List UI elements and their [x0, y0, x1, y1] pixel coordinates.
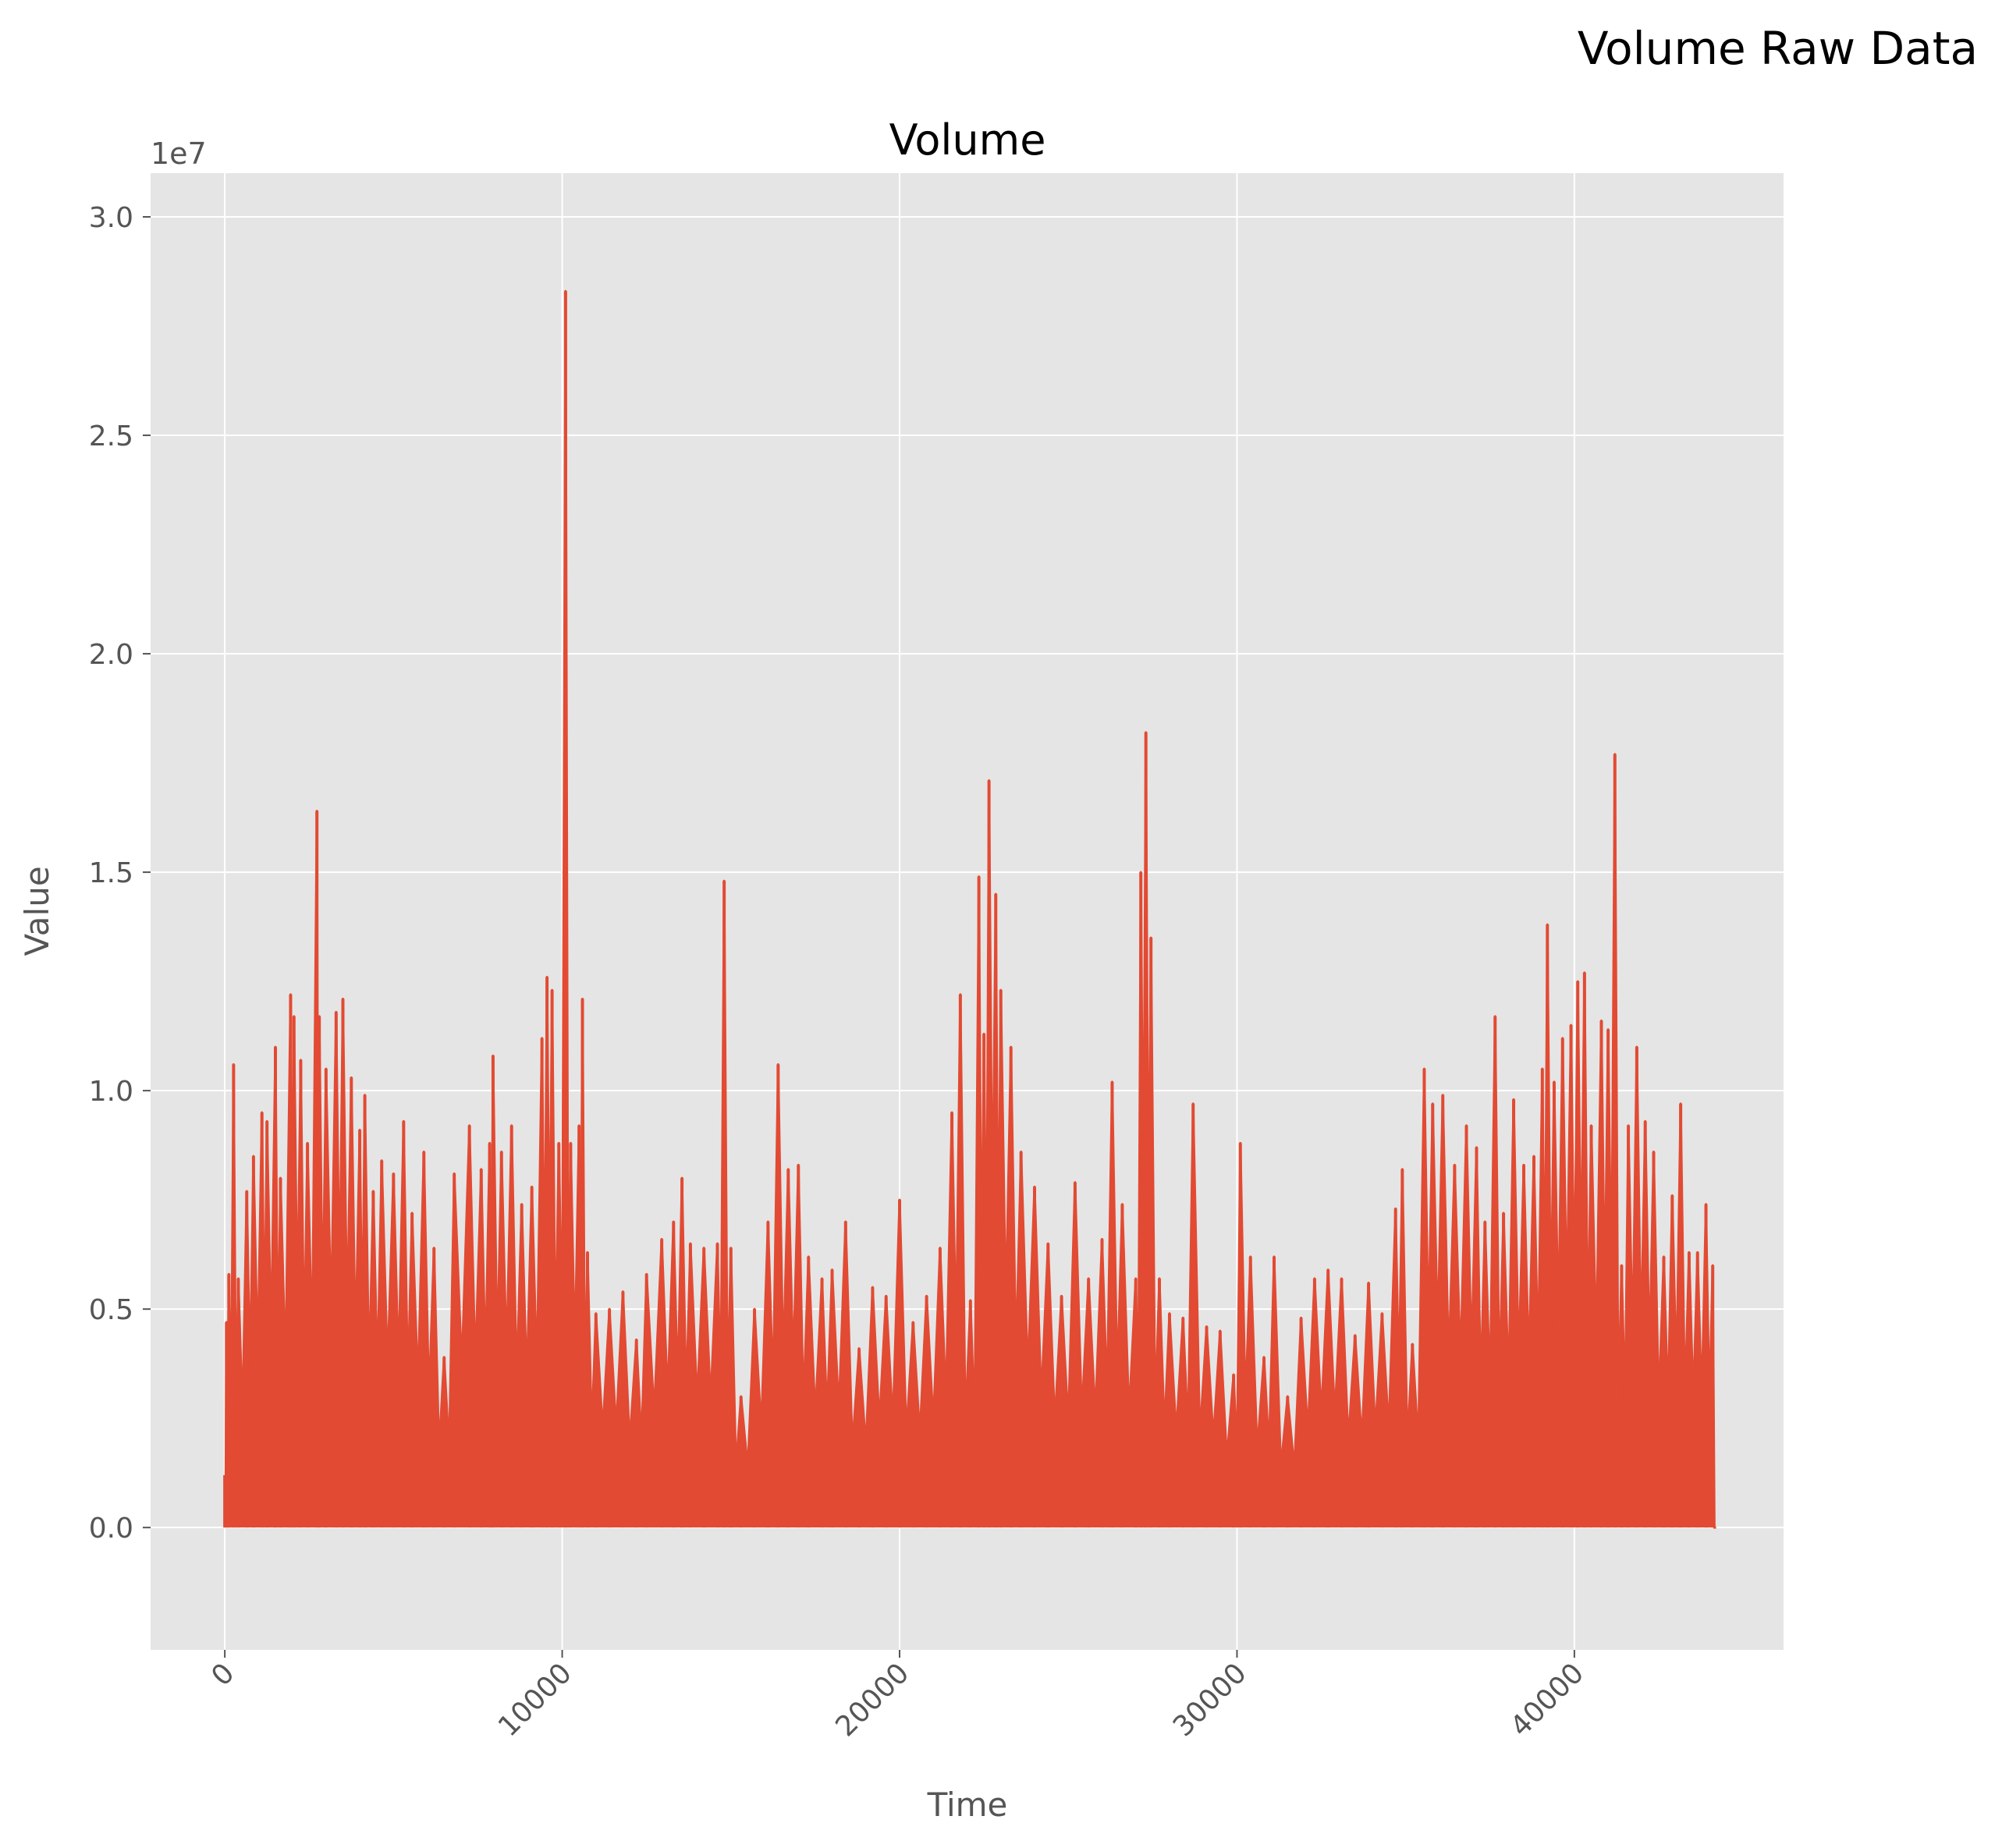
chart-title: Volume — [889, 115, 1046, 165]
x-tick-label-4: 40000 — [1504, 1657, 1590, 1743]
x-axis-ticks: 0 10000 20000 30000 40000 — [205, 1650, 1590, 1743]
y-tick-label-5: 2.5 — [89, 420, 133, 452]
y-tick-label-3: 1.5 — [89, 857, 133, 889]
x-tick-label-0: 0 — [205, 1657, 240, 1692]
y-axis-ticks: 0.0 0.5 1.0 1.5 2.0 2.5 3.0 — [89, 202, 151, 1545]
grid-lines — [151, 173, 1784, 1650]
y-tick-label-4: 2.0 — [89, 639, 133, 671]
x-tick-label-3: 30000 — [1167, 1657, 1253, 1743]
series-layer — [223, 289, 1716, 1529]
y-tick-label-6: 3.0 — [89, 202, 133, 234]
x-tick-label-2: 20000 — [829, 1657, 915, 1743]
x-tick-label-1: 10000 — [492, 1657, 578, 1743]
y-tick-label-0: 0.0 — [89, 1513, 133, 1545]
volume-line — [223, 289, 1716, 1529]
y-offset-label: 1e7 — [151, 137, 207, 171]
y-axis-label: Value — [18, 866, 56, 956]
y-tick-label-1: 0.5 — [89, 1294, 133, 1326]
x-axis-label: Time — [927, 1786, 1008, 1824]
volume-spikes — [223, 291, 1715, 1528]
y-tick-label-2: 1.0 — [89, 1076, 133, 1108]
figure-suptitle: Volume Raw Data — [1577, 22, 1978, 75]
